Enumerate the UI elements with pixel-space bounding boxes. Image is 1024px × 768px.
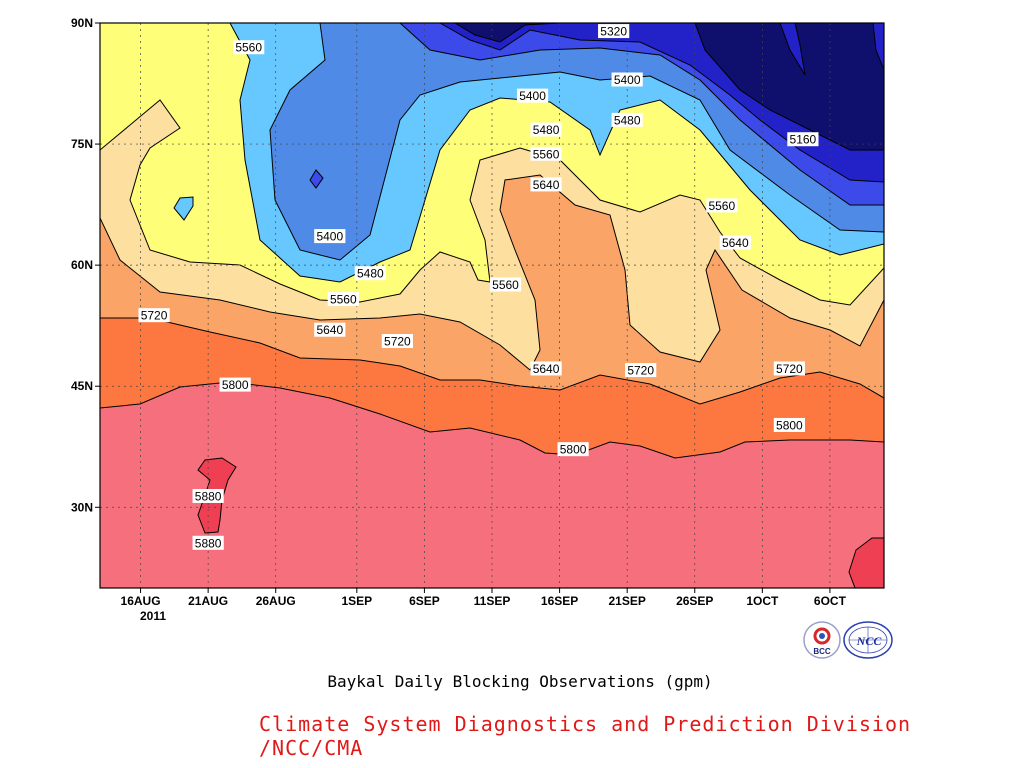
y-tick-label: 45N <box>71 379 93 393</box>
contour-label: 5320 <box>600 25 627 39</box>
contour-label: 5880 <box>195 536 222 550</box>
contour-label-bg <box>530 177 562 192</box>
contour-label-bg <box>773 417 805 432</box>
contour-label: 5720 <box>384 335 411 349</box>
contour-label: 5640 <box>533 362 560 376</box>
contour-label-bg <box>773 361 805 376</box>
contour-labels: 5560532054005400548054805560516056405560… <box>138 24 819 550</box>
contour-label: 5480 <box>357 267 384 281</box>
x-tick-label: 21AUG <box>188 594 228 608</box>
contour-label-bg <box>314 322 346 337</box>
chart-title: Baykal Daily Blocking Observations (gpm) <box>327 672 713 691</box>
x-tick-label: 26SEP <box>676 594 713 608</box>
contour-label-bg <box>314 229 346 244</box>
contour-label-bg <box>516 88 549 103</box>
credit-line: Climate System Diagnostics and Predictio… <box>259 712 912 760</box>
contour-label-bg <box>192 488 224 503</box>
x-tick-label: 11SEP <box>474 594 511 608</box>
y-tick-label: 75N <box>71 137 93 151</box>
contour-label: 5720 <box>141 309 168 323</box>
contour-label-bg <box>381 334 413 349</box>
contour-label: 5400 <box>614 73 641 87</box>
fill-lt5160-ne <box>694 23 884 151</box>
contour-label: 5800 <box>222 378 249 392</box>
x-tick-label: 26AUG <box>256 594 296 608</box>
contour-label-bg <box>611 72 643 87</box>
fill-5400-island <box>173 196 194 221</box>
contour-label: 5480 <box>533 123 560 137</box>
y-tick-label: 30N <box>71 500 93 514</box>
contour-label: 5560 <box>330 293 357 307</box>
fill-lt5160 <box>454 23 561 43</box>
contour-label-bg <box>625 363 657 378</box>
contour-label: 5560 <box>492 278 519 292</box>
contour-label: 5400 <box>316 230 343 244</box>
contour-label-bg <box>489 277 522 292</box>
contour-label-bg <box>219 377 251 392</box>
contour-label: 5560 <box>533 147 560 161</box>
contour-label: 5800 <box>776 418 803 432</box>
contour-label: 5720 <box>776 362 803 376</box>
contour-label-bg <box>557 442 589 457</box>
fill-5240-spot <box>309 169 324 189</box>
fill-5160-strip <box>779 23 806 76</box>
contour-label-bg <box>598 24 630 39</box>
contour-label-bg <box>530 361 562 376</box>
contour-label: 5640 <box>533 178 560 192</box>
contour-label-bg <box>611 112 643 127</box>
contour-label: 5480 <box>614 113 641 127</box>
contour-label: 5160 <box>790 133 817 147</box>
x-tick-label: 21SEP <box>608 594 645 608</box>
y-tick-label: 60N <box>71 258 93 272</box>
contour-label-bg <box>354 266 386 281</box>
ncc-logo-text: NCC <box>856 634 883 648</box>
contour-label-bg <box>530 146 562 161</box>
x-axis: 16AUG 21AUG 26AUG 1SEP 6SEP 11SEP 16SEP 21SEP 26… <box>121 588 847 608</box>
contour-label-bg <box>706 198 738 213</box>
contour-label-bg <box>192 535 224 550</box>
fill-5880-corner <box>848 537 884 588</box>
x-year-label: 2011 <box>140 609 166 623</box>
grid-lines <box>100 23 884 588</box>
contour-label-bg <box>787 132 819 147</box>
x-tick-label: 1SEP <box>341 594 372 608</box>
y-axis: 30N 45N 60N 75N 90N <box>71 16 100 514</box>
contour-label: 5800 <box>560 443 587 457</box>
x-tick-label: 16AUG <box>121 594 161 608</box>
y-tick-label: 90N <box>71 16 93 30</box>
contour-label: 5400 <box>519 89 546 103</box>
contour-label-bg <box>719 235 751 250</box>
contour-label-bg <box>138 308 170 323</box>
contour-label: 5720 <box>627 364 654 378</box>
contour-label: 5640 <box>722 236 749 250</box>
bcc-logo-text: BCC <box>813 647 831 656</box>
x-tick-label: 16SEP <box>541 594 578 608</box>
fill-5160-edge <box>872 23 884 71</box>
contour-label: 5640 <box>316 323 343 337</box>
ncc-logo: NCC <box>843 621 893 659</box>
bcc-logo: BCC <box>803 621 841 659</box>
x-tick-label: 1OCT <box>746 594 779 608</box>
x-tick-label: 6SEP <box>409 594 440 608</box>
contour-label-bg <box>530 122 562 137</box>
contour-label-bg <box>327 292 359 307</box>
contour-label: 5560 <box>708 199 735 213</box>
contour-label: 5560 <box>235 41 262 55</box>
contour-label: 5880 <box>195 489 222 503</box>
contour-label-bg <box>233 40 265 55</box>
x-tick-label: 6OCT <box>814 594 847 608</box>
